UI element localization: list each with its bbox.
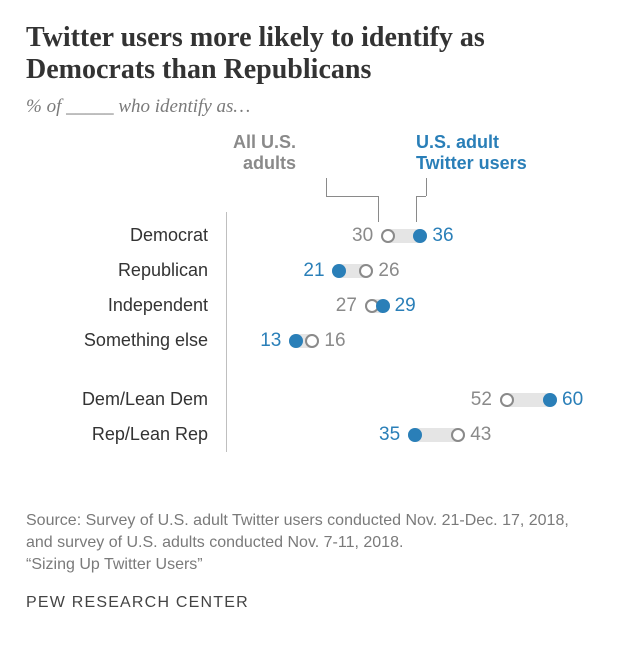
row-label: Rep/Lean Rep [26, 424, 216, 445]
dot-all-adults [305, 334, 319, 348]
footer-attribution: PEW RESEARCH CENTER [26, 594, 594, 612]
chart-row: Republican 26 21 [26, 253, 594, 288]
legend-tick-twitter [416, 196, 426, 197]
value-twitter-users: 60 [562, 389, 583, 411]
dot-twitter-users [332, 264, 346, 278]
dot-twitter-users [543, 393, 557, 407]
chart-row: Democrat 30 36 [26, 218, 594, 253]
dot-all-adults [381, 229, 395, 243]
value-twitter-users: 29 [395, 295, 416, 317]
value-twitter-users: 36 [432, 225, 453, 247]
row-label: Something else [26, 330, 216, 351]
legend-pointer-twitter [426, 178, 427, 196]
chart-row: Something else1613 [26, 323, 594, 358]
legend-pointer-adults [326, 178, 327, 196]
value-all-adults: 43 [470, 424, 491, 446]
row-plot: 26 21 [226, 253, 594, 288]
value-all-adults: 16 [324, 330, 345, 352]
chart-rows: Democrat3036Republican2621Independent272… [26, 218, 594, 452]
source-quote: “Sizing Up Twitter Users” [26, 556, 594, 574]
value-all-adults: 26 [378, 260, 399, 282]
dot-all-adults [500, 393, 514, 407]
dot-twitter-users [413, 229, 427, 243]
legend-tick-adults [326, 196, 378, 197]
row-label: Democrat [26, 225, 216, 246]
value-all-adults: 30 [352, 225, 373, 247]
row-label: Republican [26, 260, 216, 281]
value-all-adults: 27 [336, 295, 357, 317]
value-all-adults: 52 [471, 389, 492, 411]
row-plot: 27 29 [226, 288, 594, 323]
row-plot: 43 35 [226, 417, 594, 452]
legend-adults-label: All U.S. adults [233, 132, 296, 173]
value-twitter-users: 35 [379, 424, 400, 446]
chart-row: Dem/Lean Dem 52 60 [26, 382, 594, 417]
dot-twitter-users [408, 428, 422, 442]
value-twitter-users: 21 [303, 260, 324, 282]
chart-subtitle: % of _____ who identify as… [26, 96, 594, 118]
value-twitter-users: 13 [260, 330, 281, 352]
row-plot: 1613 [226, 323, 594, 358]
row-plot: 30 36 [226, 218, 594, 253]
row-plot: 52 60 [226, 382, 594, 417]
source-note: Source: Survey of U.S. adult Twitter use… [26, 510, 594, 553]
dot-plot-chart: All U.S. adults U.S. adult Twitter users… [26, 132, 594, 502]
row-label: Independent [26, 295, 216, 316]
dot-all-adults [451, 428, 465, 442]
dot-all-adults [359, 264, 373, 278]
chart-row: Rep/Lean Rep 43 35 [26, 417, 594, 452]
dot-twitter-users [376, 299, 390, 313]
dot-twitter-users [289, 334, 303, 348]
chart-title: Twitter users more likely to identify as… [26, 22, 594, 86]
chart-row: Independent 27 29 [26, 288, 594, 323]
row-gap [26, 358, 594, 382]
legend-twitter-label: U.S. adult Twitter users [416, 132, 527, 173]
row-label: Dem/Lean Dem [26, 389, 216, 410]
chart-legend: All U.S. adults U.S. adult Twitter users [26, 132, 594, 218]
